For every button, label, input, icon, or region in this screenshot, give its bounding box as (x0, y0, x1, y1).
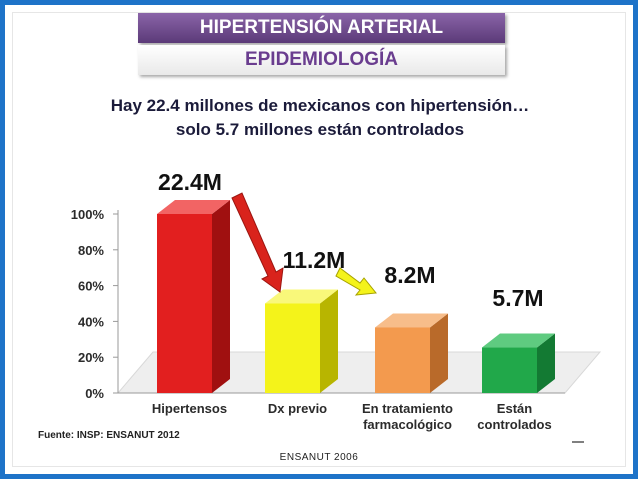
bar-hipertensos (157, 214, 212, 393)
bar-top (482, 333, 555, 348)
bar-controlados (482, 347, 537, 393)
banner-subtitle: EPIDEMIOLOGÍA (138, 45, 505, 75)
bar-top (375, 313, 448, 328)
arrow-yellow (335, 267, 377, 296)
bar-side (320, 289, 338, 393)
category-label-hipertensos: Hipertensos (152, 401, 227, 416)
headline-line-1: Hay 22.4 millones de mexicanos con hiper… (110, 96, 530, 115)
y-tick-label: 100% (71, 207, 105, 222)
bar-top (265, 289, 338, 304)
headline-line-2: solo 5.7 millones están controlados (175, 120, 465, 139)
y-tick-label: 80% (78, 243, 104, 258)
y-tick-label: 20% (78, 350, 104, 365)
category-label-en-tratamiento: farmacológico (363, 417, 452, 432)
footer-note: ENSANUT 2006 (279, 452, 359, 463)
headline: Hay 22.4 millones de mexicanos con hiper… (40, 94, 600, 142)
bar-top (157, 200, 230, 214)
y-tick-label: 40% (78, 314, 104, 329)
data-label-hipertensos: 22.4M (158, 169, 222, 195)
bar-side (212, 200, 230, 393)
data-label-dx-previo: 11.2M (283, 247, 346, 273)
data-label-en-tratamiento: 8.2M (384, 262, 435, 288)
bar-dx-previo (265, 303, 320, 393)
banner-title: HIPERTENSIÓN ARTERIAL (138, 13, 505, 43)
arrow-red (231, 192, 284, 293)
category-label-controlados: controlados (477, 417, 551, 432)
bar-side (430, 313, 448, 393)
bar-en-tratamiento (375, 327, 430, 393)
category-label-en-tratamiento: En tratamiento (362, 401, 453, 416)
y-tick-label: 60% (78, 279, 104, 294)
category-label-controlados: Están (497, 401, 532, 416)
data-label-controlados: 5.7M (492, 285, 543, 311)
y-tick-label: 0% (85, 386, 104, 401)
bar-side (537, 333, 555, 393)
source-note: Fuente: INSP: ENSANUT 2012 (38, 430, 180, 441)
category-label-dx-previo: Dx previo (268, 401, 327, 416)
